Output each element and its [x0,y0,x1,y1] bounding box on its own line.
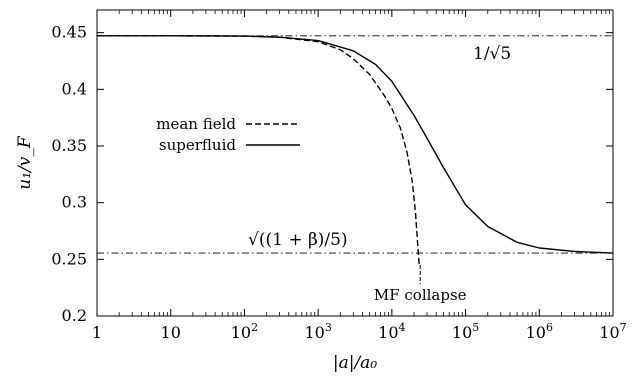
reference-line-label: 1/√5 [473,44,511,64]
x-tick-label: 107 [599,321,626,342]
y-tick-label: 0.2 [62,306,87,325]
y-tick-label: 0.35 [51,136,87,155]
y-tick-label: 0.45 [51,23,87,42]
y-tick-label: 0.25 [51,249,87,268]
series-line-superfluid [97,35,614,254]
y-tick-label: 0.4 [62,79,87,98]
y-tick-label: 0.3 [62,193,87,212]
legend-label: superfluid [159,136,236,154]
annotations: 1/√5 √((1 + β)/5) MF collapse [248,44,511,304]
plot-frame [96,9,614,317]
x-tick-label: 103 [304,321,331,342]
legend: mean field superfluid [156,115,300,154]
annotation-mf-collapse: MF collapse [374,286,467,304]
ticks-group [96,10,614,317]
x-axis-label: |a|/a₀ [333,353,377,373]
x-tick-label: 105 [452,321,479,342]
x-tick-label: 104 [378,321,405,342]
x-tick-label: 10 [161,323,181,342]
reference-line-label: √((1 + β)/5) [248,230,348,250]
x-tick-label: 1 [92,323,102,342]
series-group [97,35,614,266]
reference-lines [97,35,613,254]
legend-label: mean field [156,115,236,133]
y-axis-label: u₁/v_F [15,135,35,190]
x-tick-label: 106 [526,321,553,342]
labels-group: 1 10 102 103 104 105 106 107 0.2 0.25 0.3 0.35 0.4 0.… [15,23,627,373]
x-tick-label: 102 [231,321,258,342]
